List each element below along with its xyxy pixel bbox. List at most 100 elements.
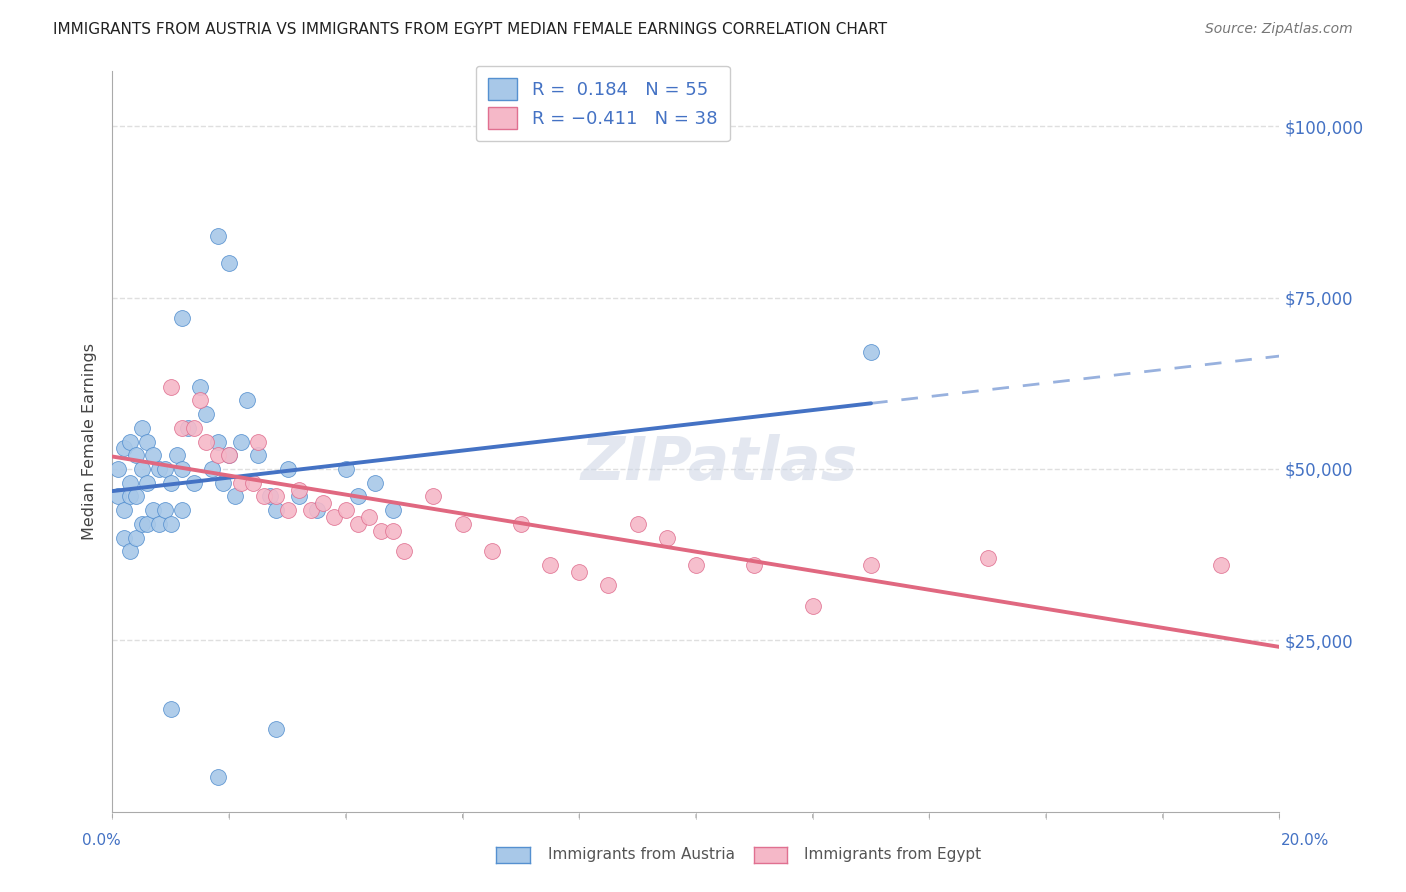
- Point: [451, 516, 474, 531]
- Point: [685, 558, 707, 572]
- Text: ZIPatlas: ZIPatlas: [581, 434, 858, 493]
- Point: [118, 475, 141, 490]
- Point: [381, 503, 404, 517]
- Point: [247, 448, 270, 462]
- Point: [288, 483, 311, 497]
- Point: [172, 311, 194, 326]
- Point: [172, 503, 194, 517]
- Point: [299, 503, 322, 517]
- Text: 20.0%: 20.0%: [1281, 833, 1329, 847]
- Point: [160, 475, 183, 490]
- Point: [201, 462, 224, 476]
- Point: [394, 544, 416, 558]
- Point: [142, 448, 165, 462]
- Point: [218, 256, 240, 270]
- Point: [136, 475, 159, 490]
- Point: [112, 531, 135, 545]
- Point: [311, 496, 333, 510]
- Point: [131, 421, 153, 435]
- Point: [131, 462, 153, 476]
- Text: 0.0%: 0.0%: [82, 833, 121, 847]
- Point: [276, 462, 298, 476]
- Text: IMMIGRANTS FROM AUSTRIA VS IMMIGRANTS FROM EGYPT MEDIAN FEMALE EARNINGS CORRELAT: IMMIGRANTS FROM AUSTRIA VS IMMIGRANTS FR…: [53, 22, 887, 37]
- Point: [136, 516, 159, 531]
- Point: [364, 475, 387, 490]
- Point: [112, 503, 135, 517]
- Point: [259, 489, 281, 503]
- Point: [381, 524, 404, 538]
- Point: [335, 462, 357, 476]
- Point: [229, 475, 252, 490]
- Point: [742, 558, 765, 572]
- Point: [860, 345, 883, 359]
- Point: [172, 462, 194, 476]
- Point: [118, 434, 141, 449]
- Point: [359, 510, 381, 524]
- Point: [627, 516, 650, 531]
- Point: [218, 448, 240, 462]
- Point: [194, 434, 217, 449]
- Point: [305, 503, 328, 517]
- Point: [107, 489, 129, 503]
- Point: [160, 380, 183, 394]
- Point: [188, 393, 211, 408]
- Point: [172, 421, 194, 435]
- Point: [207, 448, 229, 462]
- Point: [107, 462, 129, 476]
- Point: [288, 489, 311, 503]
- Point: [194, 407, 217, 421]
- Point: [142, 503, 165, 517]
- Text: Immigrants from Austria: Immigrants from Austria: [548, 847, 735, 862]
- Point: [177, 421, 200, 435]
- Legend: R =  0.184   N = 55, R = −0.411   N = 38: R = 0.184 N = 55, R = −0.411 N = 38: [475, 66, 730, 141]
- Point: [276, 503, 298, 517]
- Point: [166, 448, 188, 462]
- Point: [207, 228, 229, 243]
- Point: [346, 489, 368, 503]
- Point: [481, 544, 503, 558]
- Point: [253, 489, 276, 503]
- Point: [207, 771, 229, 785]
- Point: [112, 442, 135, 456]
- Point: [118, 544, 141, 558]
- Point: [212, 475, 235, 490]
- Point: [801, 599, 824, 613]
- Point: [598, 578, 620, 592]
- Point: [218, 448, 240, 462]
- Point: [976, 551, 998, 566]
- Point: [183, 421, 205, 435]
- Point: [247, 434, 270, 449]
- Y-axis label: Median Female Earnings: Median Female Earnings: [82, 343, 97, 540]
- Point: [125, 531, 148, 545]
- Point: [224, 489, 246, 503]
- Point: [148, 462, 170, 476]
- Point: [323, 510, 346, 524]
- Point: [264, 503, 287, 517]
- Point: [160, 516, 183, 531]
- Text: Immigrants from Egypt: Immigrants from Egypt: [804, 847, 981, 862]
- Point: [655, 531, 678, 545]
- Point: [860, 558, 883, 572]
- Point: [148, 516, 170, 531]
- Point: [1209, 558, 1232, 572]
- Point: [125, 489, 148, 503]
- Point: [264, 723, 287, 737]
- Point: [183, 475, 205, 490]
- Point: [188, 380, 211, 394]
- Point: [131, 516, 153, 531]
- Point: [346, 516, 368, 531]
- Point: [235, 393, 257, 408]
- Text: Source: ZipAtlas.com: Source: ZipAtlas.com: [1205, 22, 1353, 37]
- Point: [568, 565, 591, 579]
- Point: [207, 434, 229, 449]
- Point: [153, 503, 176, 517]
- Point: [509, 516, 531, 531]
- Point: [136, 434, 159, 449]
- Point: [118, 489, 141, 503]
- Point: [422, 489, 444, 503]
- Point: [264, 489, 287, 503]
- Point: [229, 434, 252, 449]
- Point: [242, 475, 264, 490]
- Point: [160, 702, 183, 716]
- Point: [370, 524, 392, 538]
